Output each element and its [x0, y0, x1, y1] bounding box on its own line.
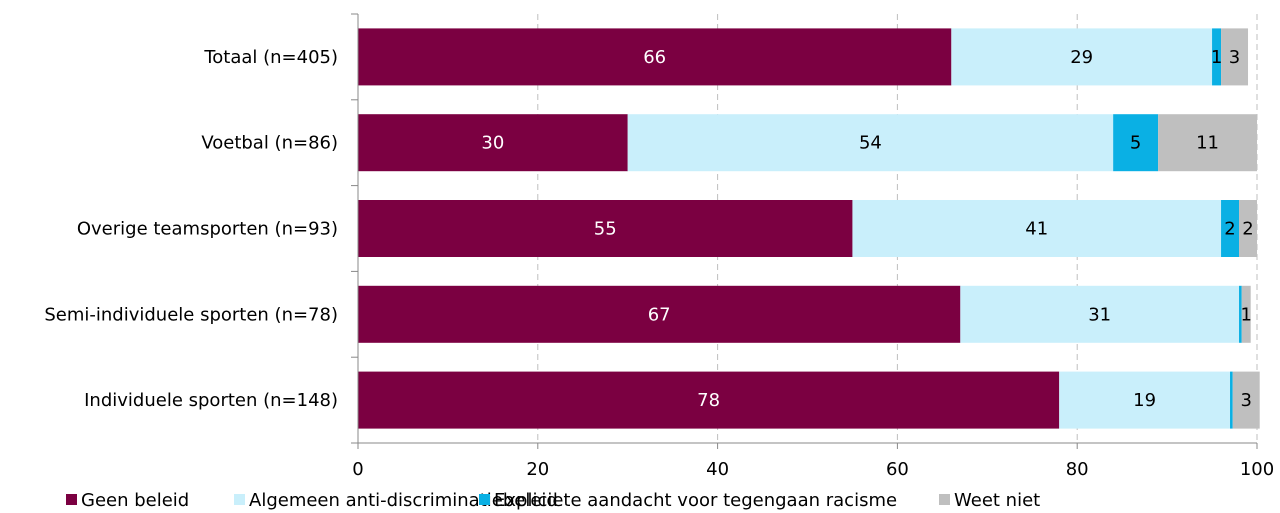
bar-segment	[1241, 285, 1251, 343]
data-label: 1	[1211, 47, 1222, 68]
x-tick-labels: 0 20 40 60 80 100	[352, 459, 1274, 480]
x-tick-label: 40	[706, 459, 729, 480]
data-label: 67	[648, 304, 671, 325]
data-label: 30	[481, 133, 504, 154]
category-label: Semi-individuele sporten (n=78)	[44, 304, 338, 325]
x-tick-label: 20	[526, 459, 549, 480]
data-label: 2	[1224, 219, 1235, 240]
axes	[351, 13, 1258, 449]
bar-segment	[358, 114, 628, 172]
bar-segment	[1113, 114, 1159, 172]
x-tick-label: 60	[886, 459, 909, 480]
category-label: Overige teamsporten (n=93)	[77, 219, 338, 240]
x-tick-label: 80	[1066, 459, 1089, 480]
category-label: Totaal (n=405)	[203, 47, 338, 68]
legend-label: Expliciete aandacht voor tegengaan racis…	[494, 490, 897, 511]
bar-segment	[1221, 200, 1240, 257]
legend-swatch	[234, 494, 245, 505]
data-label: 31	[1088, 304, 1111, 325]
bar-segment	[627, 114, 1114, 172]
data-label: 66	[643, 47, 666, 68]
bar-segment	[1239, 200, 1257, 257]
bar-segment	[852, 200, 1222, 257]
category-label: Voetbal (n=86)	[201, 133, 338, 154]
bar-segment	[358, 371, 1060, 429]
bar-segment	[358, 285, 961, 343]
bar-segment	[951, 28, 1213, 86]
data-label: 78	[697, 390, 720, 411]
bar-segment	[1232, 371, 1260, 429]
category-labels: Totaal (n=405) Voetbal (n=86) Overige team…	[44, 47, 338, 411]
bar-segment	[1059, 371, 1231, 429]
bar-segment	[1239, 285, 1242, 343]
legend: Geen beleid Algemeen anti-discriminatiebe…	[66, 490, 1040, 511]
legend-swatch	[479, 494, 490, 505]
data-label: 11	[1196, 133, 1219, 154]
data-label: 1	[1240, 304, 1251, 325]
data-label: 5	[1130, 133, 1141, 154]
data-label: 29	[1070, 47, 1093, 68]
legend-swatch	[66, 494, 77, 505]
data-label: 2	[1242, 219, 1253, 240]
legend-label: Weet niet	[954, 490, 1040, 511]
bar-segment	[358, 200, 853, 257]
data-label: 55	[594, 219, 617, 240]
bar-segment	[1230, 371, 1233, 429]
bar-segment	[358, 28, 952, 86]
x-tick-label: 0	[352, 459, 363, 480]
bar-segment	[1212, 28, 1222, 86]
bar-segment	[1221, 28, 1249, 86]
legend-label: Geen beleid	[81, 490, 189, 511]
legend-swatch	[939, 494, 950, 505]
x-tick-label: 100	[1240, 459, 1274, 480]
data-label: 3	[1229, 47, 1240, 68]
data-label: 3	[1240, 390, 1251, 411]
bar-segment	[1158, 114, 1257, 172]
data-label: 54	[859, 133, 882, 154]
data-label: 19	[1133, 390, 1156, 411]
bar-segment	[960, 285, 1240, 343]
category-label: Individuele sporten (n=148)	[84, 390, 338, 411]
data-label: 41	[1025, 219, 1048, 240]
